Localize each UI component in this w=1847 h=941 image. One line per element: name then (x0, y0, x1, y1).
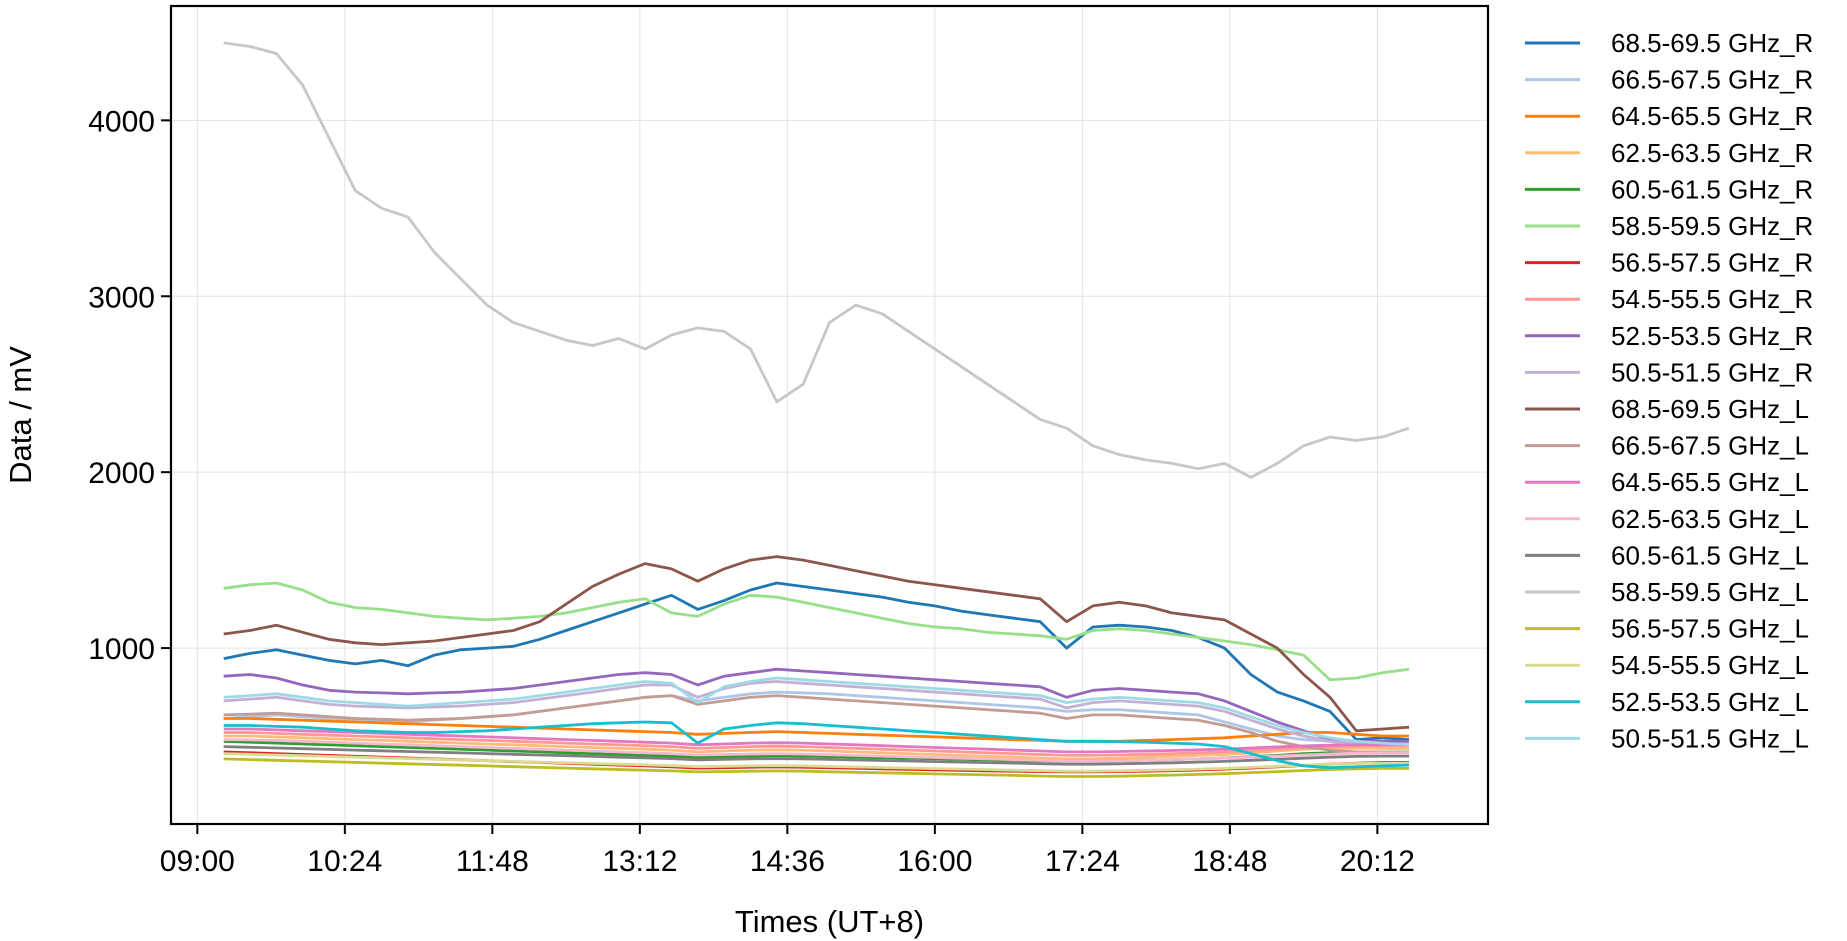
legend-label: 62.5-63.5 GHz_R (1611, 138, 1813, 168)
series-line-9 (223, 667, 1409, 743)
series-line-6 (223, 581, 1410, 682)
legend-label: 60.5-61.5 GHz_R (1611, 174, 1813, 204)
x-tick-label: 10:24 (307, 845, 382, 878)
legend: 68.5-69.5 GHz_R 66.5-67.5 GHz_R 64.5-65.5 … (1525, 28, 1813, 753)
x-axis-label: Times (UT+8) (735, 904, 924, 939)
series-line-13 (223, 727, 1409, 754)
x-tick-label: 20:12 (1340, 845, 1415, 878)
y-tick-label: 4000 (88, 105, 155, 138)
series-line-12 (223, 694, 1409, 754)
legend-label: 50.5-51.5 GHz_L (1611, 723, 1809, 753)
y-tick-label: 3000 (88, 281, 155, 314)
legend-label: 64.5-65.5 GHz_L (1611, 467, 1809, 497)
legend-label: 68.5-69.5 GHz_R (1611, 28, 1813, 58)
legend-label: 54.5-55.5 GHz_R (1611, 284, 1813, 314)
series-line-4 (223, 734, 1409, 761)
x-tick-label: 13:12 (602, 845, 677, 878)
x-tick-label: 16:00 (897, 845, 972, 878)
series-lines (223, 41, 1410, 778)
legend-label: 66.5-67.5 GHz_R (1611, 65, 1813, 95)
series-line-3 (223, 717, 1409, 743)
series-line-10 (223, 680, 1409, 746)
legend-label: 56.5-57.5 GHz_L (1611, 614, 1809, 644)
x-axis-ticks: 09:00 10:24 11:48 13:12 14:36 16:00 17:24 18:48… (160, 824, 1415, 878)
legend-label: 60.5-61.5 GHz_L (1611, 540, 1809, 570)
grid-lines (171, 6, 1488, 824)
legend-label: 68.5-69.5 GHz_L (1611, 394, 1809, 424)
series-line-1 (223, 581, 1410, 741)
legend-label: 62.5-63.5 GHz_L (1611, 504, 1809, 534)
legend-label: 66.5-67.5 GHz_L (1611, 431, 1809, 461)
series-line-17 (223, 757, 1409, 778)
series-line-8 (223, 731, 1409, 757)
legend-label: 64.5-65.5 GHz_R (1611, 101, 1813, 131)
series-line-15 (223, 745, 1409, 766)
series-line-16 (223, 41, 1410, 479)
series-line-20 (223, 676, 1410, 747)
series-line-19 (223, 720, 1410, 770)
y-tick-label: 2000 (88, 457, 155, 490)
plot-frame (169, 4, 1490, 826)
series-line-18 (223, 752, 1409, 773)
x-tick-label: 09:00 (160, 845, 235, 878)
x-tick-label: 11:48 (456, 845, 529, 878)
series-line-11 (223, 555, 1410, 733)
legend-label: 54.5-55.5 GHz_L (1611, 650, 1809, 680)
y-axis-ticks: 1000 2000 3000 4000 (88, 105, 171, 666)
legend-label: 50.5-51.5 GHz_R (1611, 357, 1813, 387)
y-tick-label: 1000 (88, 633, 155, 666)
legend-label: 52.5-53.5 GHz_L (1611, 687, 1809, 717)
x-tick-label: 17:24 (1045, 845, 1120, 878)
x-tick-label: 18:48 (1192, 845, 1267, 878)
legend-label: 58.5-59.5 GHz_L (1611, 577, 1809, 607)
y-axis-label: Data / mV (3, 346, 38, 484)
series-line-14 (223, 738, 1409, 763)
x-tick-label: 14:36 (750, 845, 825, 878)
legend-label: 56.5-57.5 GHz_R (1611, 248, 1813, 278)
legend-label: 58.5-59.5 GHz_R (1611, 211, 1813, 241)
legend-label: 52.5-53.5 GHz_R (1611, 321, 1813, 351)
